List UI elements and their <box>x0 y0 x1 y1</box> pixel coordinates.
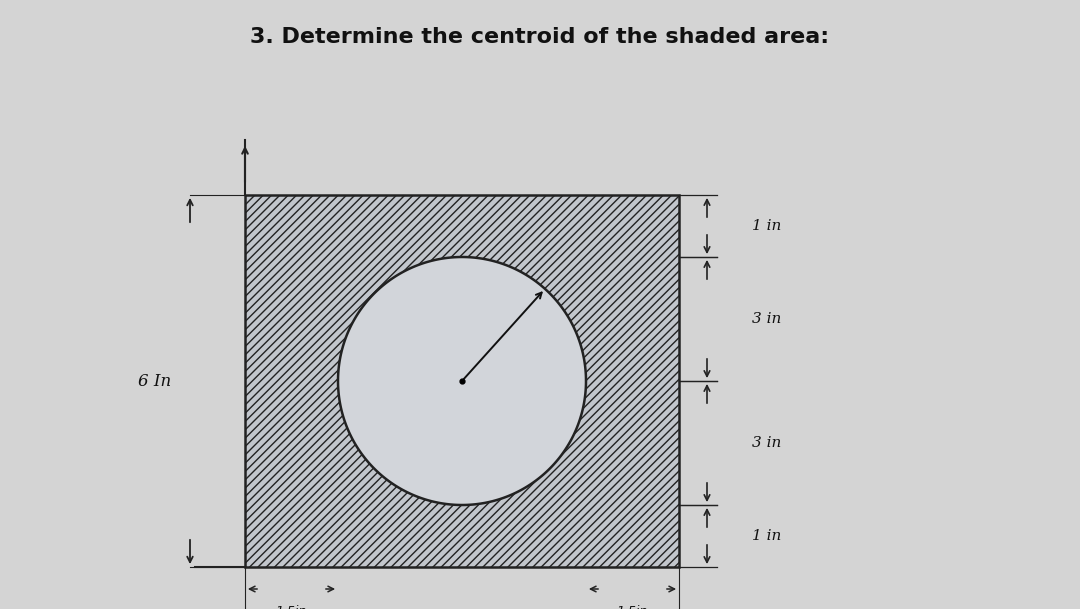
Text: 3 in: 3 in <box>752 312 781 326</box>
Text: 6 In: 6 In <box>138 373 172 390</box>
Text: 1 in: 1 in <box>752 529 781 543</box>
Polygon shape <box>338 257 586 505</box>
Bar <box>245 195 679 567</box>
Text: 3 in: 3 in <box>752 436 781 450</box>
Text: 1.5in: 1.5in <box>617 605 648 609</box>
Text: 1.5in: 1.5in <box>275 605 307 609</box>
Text: 1 in: 1 in <box>752 219 781 233</box>
Text: 3. Determine the centroid of the shaded area:: 3. Determine the centroid of the shaded … <box>251 27 829 47</box>
